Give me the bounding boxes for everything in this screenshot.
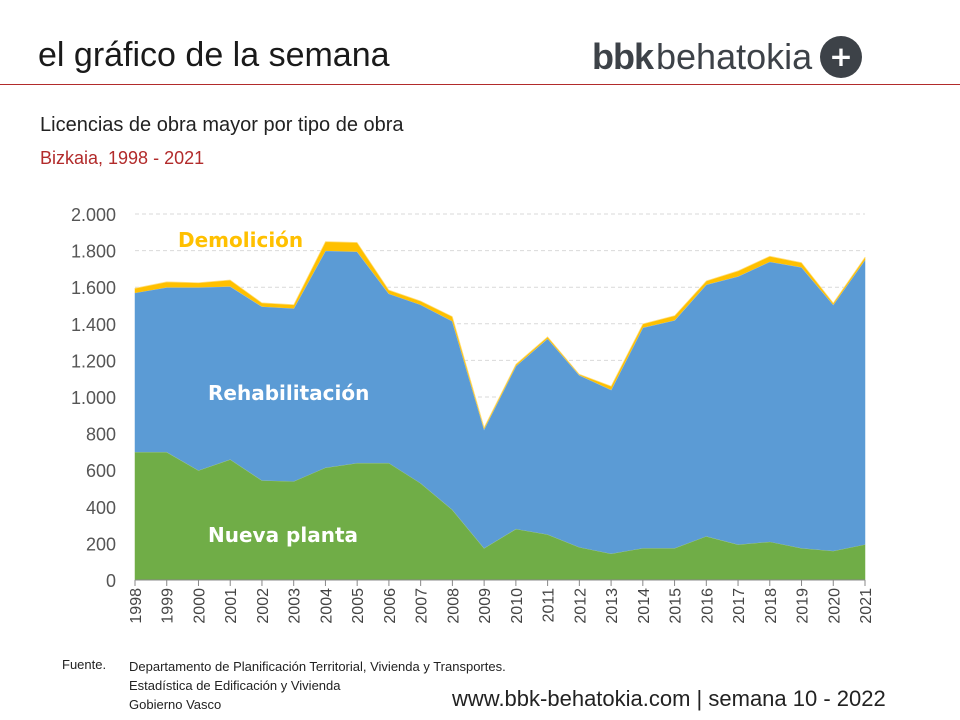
x-tick-label: 2020 xyxy=(826,588,843,624)
chart-subtitle: Licencias de obra mayor por tipo de obra xyxy=(40,114,404,136)
y-tick-label: 200 xyxy=(86,534,116,554)
chart-areas xyxy=(134,240,866,581)
x-tick-label: 2001 xyxy=(223,588,240,624)
x-tick-label: 2016 xyxy=(699,588,716,624)
x-tick-label: 2017 xyxy=(731,588,748,624)
y-tick-label: 800 xyxy=(86,425,116,445)
source-line: Estadística de Edificación y Vivienda xyxy=(129,678,341,693)
x-tick-label: 2007 xyxy=(414,588,431,624)
stacked-area-chart: 0 200 400 600 800 1.000 1.200 1.400 1.600 1.800 2.… xyxy=(71,205,875,624)
y-tick-label: 400 xyxy=(86,498,116,518)
x-tick-label: 2002 xyxy=(255,588,272,624)
x-tick-label: 2006 xyxy=(382,588,399,624)
x-tick-label: 2000 xyxy=(191,588,208,624)
source-line: Departamento de Planificación Territoria… xyxy=(129,659,506,674)
series-label: Rehabilitación xyxy=(208,381,369,405)
x-tick-label: 2005 xyxy=(350,588,367,624)
y-tick-label: 0 xyxy=(106,571,116,591)
x-tick-label: 2019 xyxy=(795,588,812,624)
source-label: Fuente. xyxy=(62,657,107,672)
y-tick-label: 600 xyxy=(86,461,116,481)
logo-plus-glyph: + xyxy=(829,40,852,73)
y-tick-label: 1.000 xyxy=(71,388,116,408)
area-edge xyxy=(134,240,866,429)
footer-url: www.bbk-behatokia.com | semana 10 - 2022 xyxy=(452,686,886,711)
logo-bold-text: bbk xyxy=(592,36,654,77)
y-tick-label: 1.200 xyxy=(71,351,116,371)
x-tick-label: 2008 xyxy=(445,588,462,624)
y-tick-label: 1.600 xyxy=(71,278,116,298)
header-divider xyxy=(0,84,960,85)
chart-region: Bizkaia, 1998 - 2021 xyxy=(40,148,205,168)
x-tick-label: 2011 xyxy=(541,588,558,623)
x-tick-label: 2010 xyxy=(509,588,526,624)
x-tick-label: 2014 xyxy=(636,588,653,624)
logo-light-text: behatokia xyxy=(656,36,813,77)
source-line: Gobierno Vasco xyxy=(129,697,222,712)
y-tick-label: 1.400 xyxy=(71,315,116,335)
series-labels: Demolición Rehabilitación Nueva planta xyxy=(178,228,369,547)
y-tick-label: 2.000 xyxy=(71,205,116,225)
page-title: el gráfico de la semana xyxy=(38,36,390,74)
x-tick-label: 2018 xyxy=(763,588,780,624)
series-label: Demolición xyxy=(178,228,303,252)
x-tick-label: 2015 xyxy=(668,588,685,624)
plus-icon: + xyxy=(820,36,863,78)
series-label: Nueva planta xyxy=(208,523,358,547)
x-tick-label: 2003 xyxy=(287,588,304,624)
x-tick-label: 2021 xyxy=(858,588,875,624)
y-axis: 0 200 400 600 800 1.000 1.200 1.400 1.600 1.800 2.… xyxy=(71,205,116,591)
x-tick-label: 2004 xyxy=(318,588,335,624)
x-tick-label: 2012 xyxy=(572,588,589,624)
x-axis: 1998 1999 2000 2001 2002 2003 2004 2005 2006 2007… xyxy=(128,579,875,624)
x-tick-label: 1998 xyxy=(128,588,145,624)
x-tick-label: 1999 xyxy=(160,588,177,624)
y-tick-label: 1.800 xyxy=(71,242,116,262)
x-tick-label: 2009 xyxy=(477,588,494,624)
brand-logo: bbk behatokia + xyxy=(592,36,863,78)
source-text: Departamento de Planificación Territoria… xyxy=(129,657,506,714)
x-tick-label: 2013 xyxy=(604,588,621,624)
